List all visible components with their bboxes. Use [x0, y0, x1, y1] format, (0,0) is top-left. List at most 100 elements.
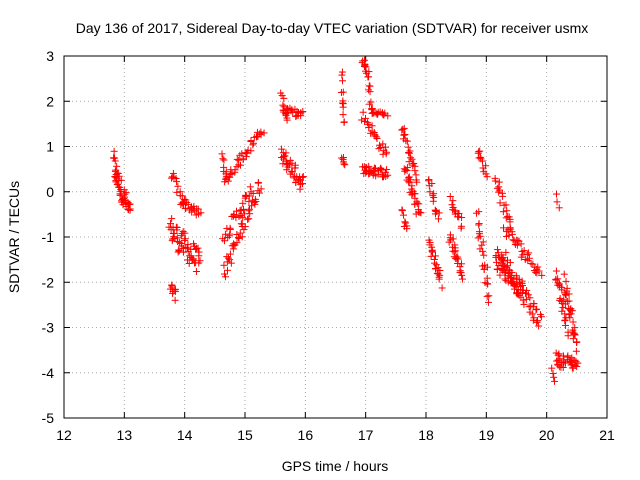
data-point	[249, 139, 257, 147]
data-point	[483, 173, 491, 181]
data-point	[247, 188, 255, 196]
data-point	[525, 254, 533, 262]
data-point	[503, 207, 511, 215]
data-point	[451, 244, 459, 252]
x-tick-label: 18	[418, 427, 434, 443]
data-point	[178, 192, 186, 200]
data-point	[365, 162, 373, 170]
data-point	[502, 248, 510, 256]
data-point	[282, 149, 290, 157]
data-point	[552, 190, 560, 198]
data-point	[227, 259, 235, 267]
data-point	[564, 332, 572, 340]
data-point	[508, 230, 516, 238]
data-point	[520, 247, 528, 255]
data-point	[235, 234, 243, 242]
data-point	[502, 263, 510, 271]
data-point	[241, 223, 249, 231]
data-point	[381, 143, 389, 151]
data-point	[242, 149, 250, 157]
data-point	[220, 261, 228, 269]
data-point	[535, 267, 543, 275]
data-point	[173, 178, 181, 186]
data-point	[403, 167, 411, 175]
y-axis-label: SDTVAR / TECUs	[6, 181, 22, 293]
data-point	[236, 229, 244, 237]
data-point	[110, 147, 118, 155]
data-point	[298, 180, 306, 188]
data-point	[188, 208, 196, 216]
data-point	[560, 270, 568, 278]
data-point	[569, 335, 577, 343]
data-point	[280, 153, 288, 161]
data-point	[402, 219, 410, 227]
data-point	[417, 209, 425, 217]
data-point	[218, 150, 226, 158]
data-point	[116, 191, 124, 199]
data-point	[358, 116, 366, 124]
data-point	[430, 194, 438, 202]
data-point	[537, 313, 545, 321]
data-point	[454, 253, 462, 261]
data-point	[364, 73, 372, 81]
data-point	[226, 256, 234, 264]
x-tick-label: 17	[358, 427, 374, 443]
data-point	[506, 218, 514, 226]
data-point	[534, 263, 542, 271]
data-point	[173, 188, 181, 196]
data-point	[482, 170, 490, 178]
data-point	[125, 201, 133, 209]
data-point	[338, 68, 346, 76]
data-point	[429, 248, 437, 256]
plot-frame	[63, 55, 608, 419]
x-tick-label: 16	[298, 427, 314, 443]
data-point	[566, 314, 574, 322]
data-point	[449, 235, 457, 243]
data-point	[571, 331, 579, 339]
grid-lines	[64, 56, 607, 418]
data-point	[508, 271, 516, 279]
data-point	[196, 257, 204, 265]
data-point	[500, 269, 508, 277]
data-point	[523, 250, 531, 258]
data-point	[117, 188, 125, 196]
data-point	[560, 296, 568, 304]
x-tick-label: 20	[539, 427, 555, 443]
data-point	[406, 147, 414, 155]
data-point	[480, 251, 488, 259]
data-point	[122, 189, 130, 197]
data-point	[194, 244, 202, 252]
data-point	[495, 183, 503, 191]
data-point	[382, 150, 390, 158]
data-point	[252, 197, 260, 205]
data-point	[535, 322, 543, 330]
data-point	[572, 358, 580, 366]
data-point	[475, 221, 483, 229]
data-point	[377, 165, 385, 173]
data-point	[476, 147, 484, 155]
data-point	[548, 364, 556, 372]
data-point	[339, 111, 347, 119]
data-point	[454, 213, 462, 221]
data-point	[554, 351, 562, 359]
data-point	[574, 359, 582, 367]
data-point	[359, 108, 367, 116]
data-point	[475, 148, 483, 156]
data-point	[562, 321, 570, 329]
data-point	[181, 236, 189, 244]
data-point	[398, 206, 406, 214]
data-point	[530, 314, 538, 322]
data-point	[450, 206, 458, 214]
data-point	[233, 155, 241, 163]
data-point	[432, 261, 440, 269]
data-point	[501, 262, 509, 270]
data-point	[179, 228, 187, 236]
data-point	[170, 229, 178, 237]
data-point	[245, 215, 253, 223]
data-point	[399, 211, 407, 219]
y-tick-label: 0	[46, 184, 54, 200]
data-point	[173, 234, 181, 242]
data-point	[408, 155, 416, 163]
data-point	[246, 183, 254, 191]
data-point	[555, 350, 563, 358]
